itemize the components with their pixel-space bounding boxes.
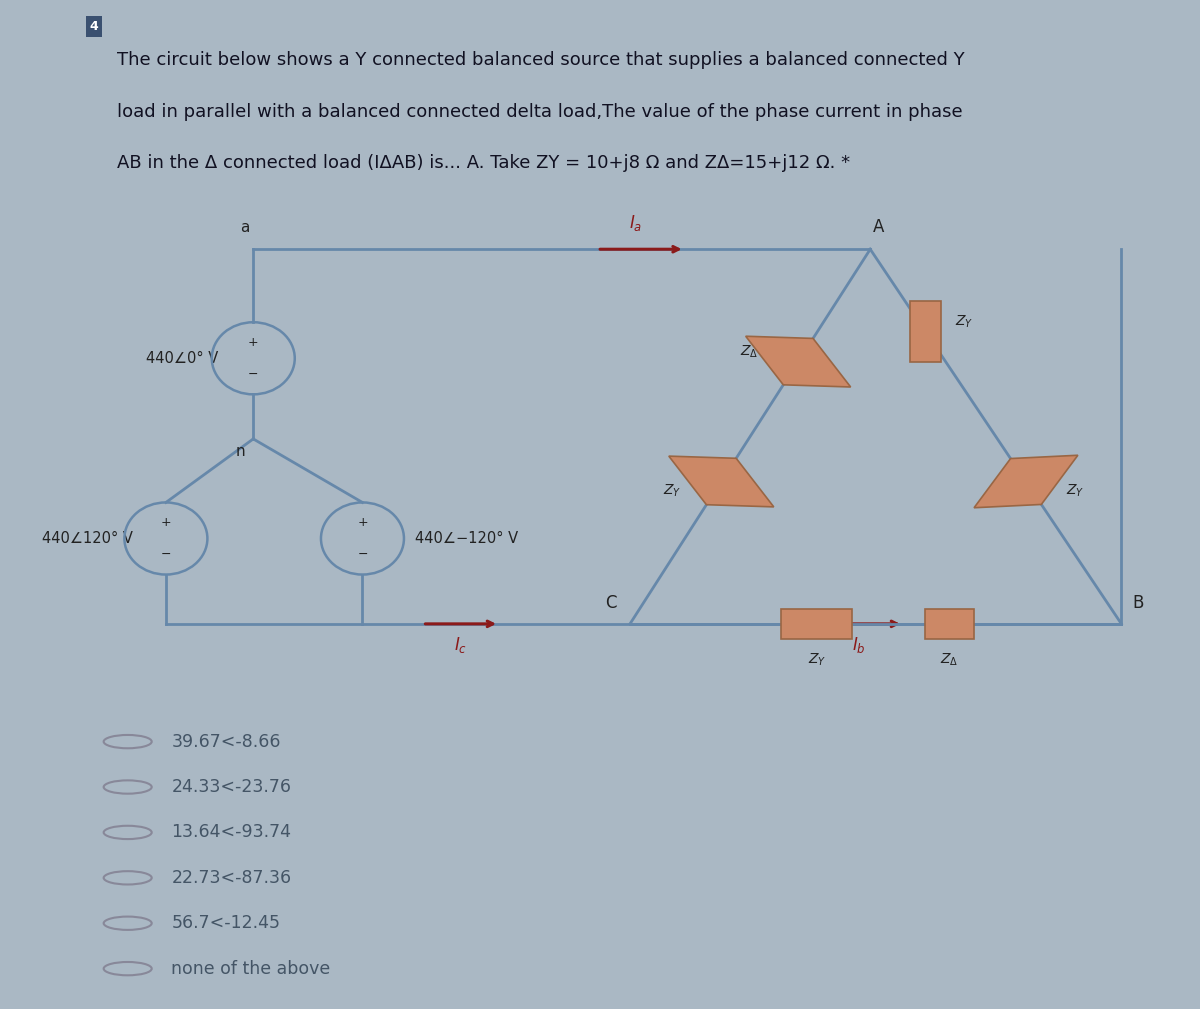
- Bar: [911, 301, 941, 362]
- Text: $I_c$: $I_c$: [454, 636, 467, 656]
- Text: AB in the Δ connected load (IΔAB) is... A. Take ZY = 10+j8 Ω and ZΔ=15+j12 Ω. *: AB in the Δ connected load (IΔAB) is... …: [116, 154, 850, 172]
- Text: $Z_Y$: $Z_Y$: [1066, 482, 1085, 499]
- Text: 440∠−120° V: 440∠−120° V: [415, 531, 517, 546]
- Bar: [781, 608, 852, 639]
- Text: 440∠120° V: 440∠120° V: [42, 531, 133, 546]
- Text: +: +: [161, 516, 172, 529]
- Polygon shape: [668, 456, 774, 507]
- Text: −: −: [358, 548, 367, 561]
- Text: A: A: [874, 218, 884, 236]
- Text: 56.7<-12.45: 56.7<-12.45: [172, 914, 281, 932]
- Text: −: −: [161, 548, 172, 561]
- Text: B: B: [1133, 594, 1144, 612]
- Polygon shape: [745, 336, 851, 387]
- Text: +: +: [248, 336, 258, 348]
- Text: 24.33<-23.76: 24.33<-23.76: [172, 778, 292, 796]
- Text: 440∠0° V: 440∠0° V: [146, 351, 218, 366]
- Text: $I_b$: $I_b$: [852, 636, 866, 656]
- Text: none of the above: none of the above: [172, 960, 331, 978]
- Text: 13.64<-93.74: 13.64<-93.74: [172, 823, 292, 842]
- Text: $Z_Y$: $Z_Y$: [808, 652, 826, 668]
- Text: $Z_\Delta$: $Z_\Delta$: [740, 344, 758, 360]
- Text: The circuit below shows a Y connected balanced source that supplies a balanced c: The circuit below shows a Y connected ba…: [116, 51, 965, 69]
- Text: +: +: [358, 516, 367, 529]
- Text: C: C: [605, 594, 617, 612]
- Text: $Z_\Delta$: $Z_\Delta$: [941, 652, 959, 668]
- Text: 22.73<-87.36: 22.73<-87.36: [172, 869, 292, 887]
- Text: $Z_Y$: $Z_Y$: [954, 314, 973, 330]
- Text: −: −: [248, 368, 258, 381]
- Bar: [925, 608, 974, 639]
- Text: n: n: [235, 444, 245, 459]
- Text: $Z_Y$: $Z_Y$: [662, 482, 682, 499]
- Text: a: a: [240, 220, 250, 235]
- Polygon shape: [974, 455, 1078, 508]
- Text: 39.67<-8.66: 39.67<-8.66: [172, 733, 281, 751]
- Text: load in parallel with a balanced connected delta load,The value of the phase cur: load in parallel with a balanced connect…: [116, 103, 962, 120]
- Text: 4: 4: [90, 20, 98, 33]
- Text: $I_a$: $I_a$: [629, 213, 642, 233]
